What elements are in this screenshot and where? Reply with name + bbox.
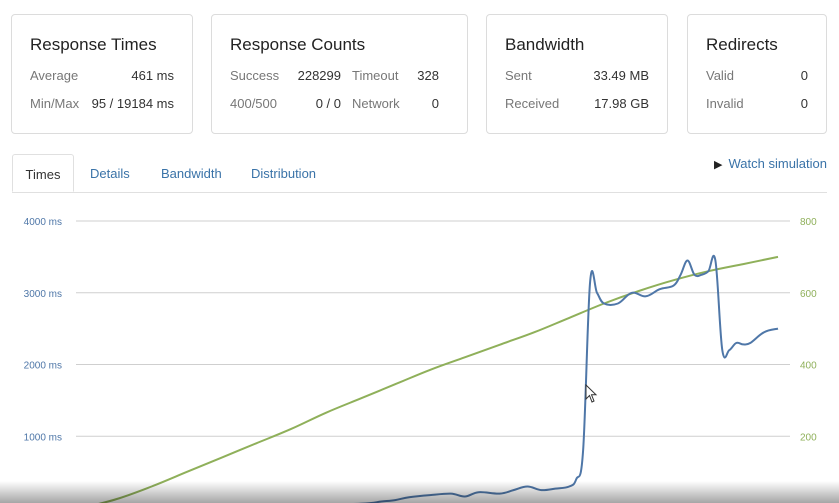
timeout-label: Timeout (352, 68, 399, 83)
watch-simulation-link[interactable]: ▶ Watch simulation (714, 156, 827, 171)
network-value: 0 (431, 96, 439, 111)
response-times-card: Response Times Average 461 ms Min/Max 95… (11, 14, 193, 134)
right-axis-tick-label: 800 (800, 217, 817, 228)
left-axis-tick-label: 3000 ms (24, 289, 62, 300)
bandwidth-card: Bandwidth Sent 33.49 MB Received 17.98 G… (486, 14, 668, 134)
timeout-value: 328 (417, 68, 439, 83)
bottom-shadow (0, 481, 839, 503)
invalid-label: Invalid (706, 96, 744, 111)
right-axis-tick-label: 200 (800, 432, 817, 443)
success-value: 228299 (297, 68, 341, 83)
minmax-value: 95 / 19184 ms (91, 96, 174, 111)
average-value: 461 ms (131, 68, 174, 83)
response-counts-card: Response Counts Success 228299 Timeout 3… (211, 14, 468, 134)
watch-simulation-label: Watch simulation (728, 156, 828, 171)
sent-value: 33.49 MB (593, 68, 649, 83)
status-400-500-value: 0 / 0 (315, 96, 341, 111)
play-icon: ▶ (714, 159, 723, 171)
clients-series-line (98, 255, 779, 503)
received-label: Received (505, 96, 560, 111)
success-label: Success (230, 68, 280, 83)
valid-label: Valid (706, 68, 734, 83)
tab-details[interactable]: Details (90, 166, 130, 181)
response-counts-title: Response Counts (230, 35, 366, 54)
bandwidth-title: Bandwidth (505, 35, 585, 54)
invalid-value: 0 (800, 96, 808, 111)
response-time-series-line (350, 254, 779, 503)
tab-bandwidth[interactable]: Bandwidth (161, 166, 222, 181)
tab-times[interactable]: Times (12, 154, 74, 192)
left-axis-tick-label: 4000 ms (24, 217, 62, 228)
left-axis-tick-label: 1000 ms (24, 432, 62, 443)
received-value: 17.98 GB (594, 96, 649, 111)
chart-tabs: Times Details Bandwidth Distribution (12, 154, 827, 193)
response-times-title: Response Times (30, 35, 157, 54)
network-label: Network (352, 96, 400, 111)
left-axis-tick-label: 2000 ms (24, 361, 62, 372)
right-axis-tick-label: 600 (800, 289, 817, 300)
status-400-500-label: 400/500 (230, 96, 277, 111)
redirects-card: Redirects Valid 0 Invalid 0 (687, 14, 827, 134)
sent-label: Sent (505, 68, 532, 83)
redirects-title: Redirects (706, 35, 778, 54)
tab-distribution[interactable]: Distribution (251, 166, 317, 181)
mouse-cursor-icon (585, 384, 598, 403)
minmax-label: Min/Max (30, 96, 80, 111)
average-label: Average (30, 68, 79, 83)
valid-value: 0 (800, 68, 808, 83)
right-axis-tick-label: 400 (800, 361, 817, 372)
